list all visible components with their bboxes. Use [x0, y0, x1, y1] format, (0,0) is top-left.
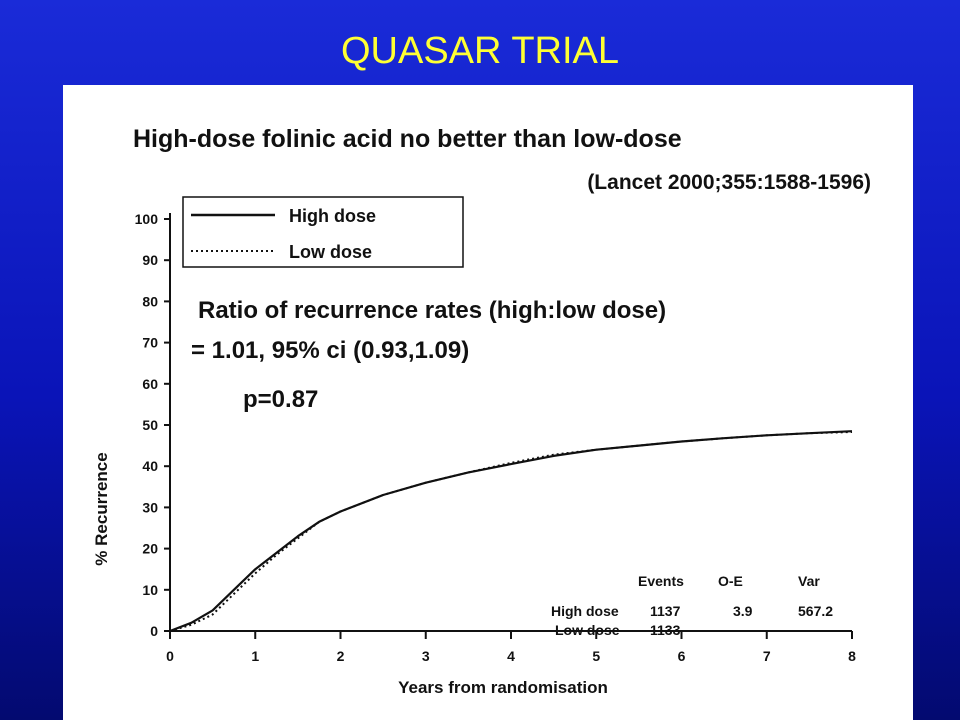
table-header-events: Events	[638, 573, 684, 589]
series-line-high-dose	[169, 430, 853, 633]
y-tick-label: 0	[150, 623, 158, 639]
x-axis-label: Years from randomisation	[398, 678, 608, 697]
y-tick-label: 80	[142, 293, 158, 309]
table-row-high-oe: 3.9	[733, 603, 753, 619]
y-tick-label: 70	[142, 335, 158, 351]
x-tick-label: 3	[422, 648, 430, 664]
table-header-var: Var	[798, 573, 820, 589]
x-tick-label: 7	[763, 648, 771, 664]
chart-title: High-dose folinic acid no better than lo…	[133, 125, 682, 153]
x-tick-label: 5	[592, 648, 600, 664]
ratio-annotation-line1: Ratio of recurrence rates (high:low dose…	[198, 297, 666, 324]
table-row-low-label: Low dose	[555, 622, 620, 638]
slide-title: QUASAR TRIAL	[340, 30, 620, 72]
table-row-low-events: 1133	[650, 622, 681, 638]
x-tick-label: 6	[678, 648, 686, 664]
y-tick-label: 30	[142, 499, 158, 515]
table-row-high-var: 567.2	[798, 603, 833, 619]
x-tick-label: 1	[251, 648, 259, 664]
y-axis-label: % Recurrence	[92, 452, 111, 565]
table-header-oe: O-E	[718, 573, 743, 589]
chart-subtitle: (Lancet 2000;355:1588-1596)	[587, 171, 871, 194]
ratio-annotation-line2: = 1.01, 95% ci (0.93,1.09)	[191, 337, 469, 364]
x-tick-label: 0	[166, 648, 174, 664]
y-tick-label: 100	[135, 211, 159, 227]
series-line-low-dose	[169, 431, 853, 632]
x-tick-label: 2	[337, 648, 345, 664]
y-tick-label: 90	[142, 252, 158, 268]
x-tick-label: 8	[848, 648, 856, 664]
series-group	[169, 430, 853, 633]
p-value-annotation: p=0.87	[243, 386, 318, 413]
y-tick-label: 20	[142, 541, 158, 557]
legend-high-dose-label: High dose	[289, 206, 376, 226]
table-row-high-events: 1137	[650, 603, 681, 619]
x-tick-label: 4	[507, 648, 515, 664]
legend-low-dose-label: Low dose	[289, 242, 372, 262]
legend-box	[182, 196, 464, 268]
y-tick-label: 60	[142, 376, 158, 392]
y-tick-label: 10	[142, 582, 158, 598]
chart-panel: High-dose folinic acid no better than lo…	[63, 85, 913, 720]
table-row-high-label: High dose	[551, 603, 619, 619]
recurrence-chart: High-dose folinic acid no better than lo…	[92, 125, 871, 697]
y-tick-label: 50	[142, 417, 158, 433]
y-tick-label: 40	[142, 458, 158, 474]
